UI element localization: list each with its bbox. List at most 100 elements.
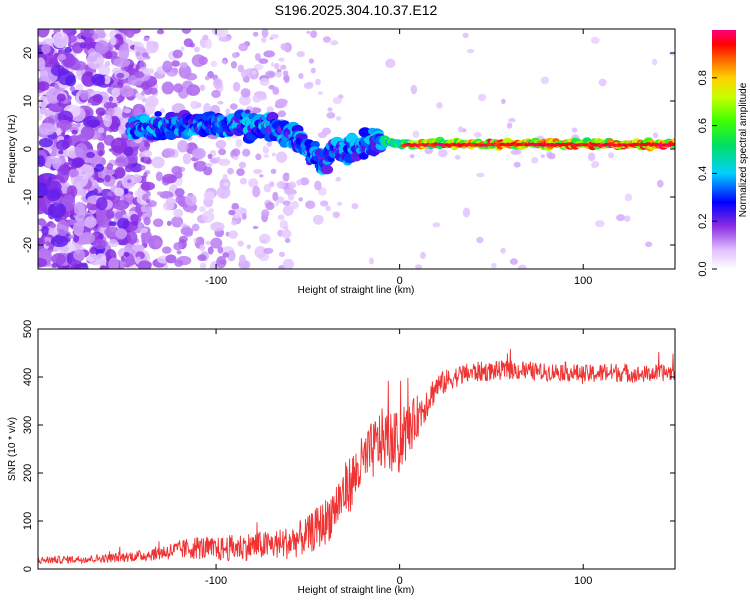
spectrogram-noise-cell	[99, 265, 108, 269]
spectrogram-noise-cell	[231, 202, 240, 211]
spectrogram-noise-cell	[238, 43, 248, 52]
snr-y-tick-label: 100	[22, 512, 34, 530]
spectrogram-ridge-cell	[299, 133, 308, 141]
spectrogram-noise-cell	[161, 246, 172, 254]
spectrogram-noise-cell	[193, 162, 198, 168]
spectrogram-noise-cell	[281, 229, 292, 239]
spectrogram-noise-cell	[473, 132, 482, 138]
spectrogram-noise-cell	[140, 141, 145, 147]
spectrogram-noise-cell	[213, 78, 223, 89]
spectrogram-noise-cell	[242, 148, 251, 157]
spectrogram-noise-cell	[252, 31, 259, 37]
spectrogram-noise-cell	[144, 100, 156, 115]
spectrogram-noise-cell	[163, 264, 168, 269]
spectrogram-noise-cell	[38, 122, 56, 136]
spectrogram-noise-cell	[270, 33, 279, 39]
snr-y-tick-label: 500	[22, 320, 34, 338]
spectrogram-noise-cell	[103, 114, 112, 128]
spectrogram-noise-cell	[95, 40, 109, 55]
spectrogram-noise-cell	[288, 181, 297, 189]
spectrogram-noise-cell	[258, 58, 269, 64]
snr-y-tick-label: 400	[22, 368, 34, 386]
spectrogram-noise-cell	[254, 53, 261, 61]
spectrogram-noise-cell	[608, 152, 615, 159]
spectrogram-noise-cell	[38, 81, 50, 92]
spectrogram-noise-cell	[410, 84, 418, 95]
spectrogram-noise-cell	[261, 209, 270, 218]
spectrogram-noise-cell	[271, 152, 276, 157]
snr-series-line	[38, 348, 675, 565]
spectrogram-noise-cell	[38, 182, 49, 198]
spectrogram-ridge-cell	[154, 111, 162, 117]
spectrogram-noise-cell	[181, 29, 192, 34]
spectrogram-noise-cell	[303, 82, 314, 89]
spectrogram-noise-cell	[91, 73, 106, 86]
spectrogram-x-label: Height of straight line (km)	[298, 285, 415, 296]
spectrogram-noise-cell	[199, 84, 206, 92]
spectrogram-noise-cell	[218, 158, 231, 166]
spectrogram-noise-cell	[336, 116, 342, 121]
spectrogram-noise-cell	[45, 241, 50, 247]
spectrogram-noise-cell	[106, 162, 114, 171]
spectrogram-noise-cell	[185, 72, 198, 81]
spectrogram-noise-cell	[284, 238, 291, 243]
spectrogram-noise-cell	[191, 147, 206, 160]
spectrogram-noise-cell	[265, 201, 275, 211]
spectrogram-noise-cell	[80, 29, 95, 38]
spectrogram-noise-cell	[299, 177, 310, 186]
spectrogram-noise-cell	[43, 236, 52, 244]
spectrogram-noise-cell	[332, 211, 340, 219]
spectrogram-noise-cell	[109, 239, 118, 244]
spectrogram-noise-cell	[173, 208, 184, 218]
spectrogram-noise-cell	[125, 29, 135, 38]
spectrogram-noise-cell	[94, 163, 104, 172]
snr-x-tick-label: 100	[574, 575, 592, 587]
spectrogram-noise-cell	[86, 151, 95, 159]
spectrogram-noise-cell	[156, 29, 165, 35]
spectrogram-noise-cell	[95, 253, 107, 262]
spectrogram-noise-cell	[252, 225, 259, 230]
spectrogram-noise-cell	[130, 213, 139, 223]
spectrogram-noise-cell	[253, 64, 264, 70]
spectrogram-noise-cell	[115, 228, 128, 239]
spectrogram-noise-cell	[262, 145, 268, 151]
spectrogram-noise-cell	[335, 176, 342, 182]
spectrogram-noise-cell	[51, 253, 66, 266]
spectrogram-noise-cell	[259, 77, 270, 86]
spectrogram-noise-cell	[207, 153, 213, 159]
spectrogram-peak-cell	[670, 142, 675, 146]
spectrogram-noise-cell	[110, 36, 117, 46]
spectrogram-noise-cell	[123, 251, 130, 257]
spectrogram-noise-cell	[274, 62, 280, 70]
spectrogram-noise-cell	[140, 205, 147, 213]
snr-y-tick-label: 200	[22, 464, 34, 482]
spectrogram-noise-cell	[517, 264, 527, 269]
spectrogram-noise-cell	[177, 140, 189, 153]
spectrogram-noise-cell	[176, 250, 182, 255]
spectrogram-noise-cell	[251, 70, 257, 75]
colorbar-tick-label: 0.0	[697, 261, 709, 276]
spectrogram-noise-cell	[591, 162, 597, 169]
spectrogram-noise-cell	[571, 127, 578, 133]
spectrogram-noise-cell	[277, 214, 285, 220]
spectrogram-noise-cell	[282, 205, 294, 216]
spectrogram-noise-cell	[310, 67, 316, 74]
spectrogram-noise-cell	[140, 175, 147, 184]
spectrogram-noise-cell	[103, 75, 111, 85]
spectrogram-noise-cell	[466, 49, 475, 54]
spectrogram-ridge-cell	[358, 152, 369, 160]
spectrogram-noise-cell	[476, 172, 485, 178]
spectrogram-noise-cell	[73, 221, 84, 236]
spectrogram-noise-cell	[278, 57, 285, 62]
spectrogram-noise-cell	[308, 58, 314, 64]
spectrogram-noise-cell	[50, 235, 69, 248]
spectrogram-noise-cell	[140, 156, 145, 163]
colorbar: 0.0 0.2 0.4 0.6 0.8 Normalized spectral ampl…	[697, 30, 749, 277]
spectrogram-noise-cell	[244, 68, 255, 76]
spectrogram-noise-cell	[320, 200, 329, 207]
spectrogram-noise-cell	[56, 127, 62, 136]
spectrogram-noise-cell	[263, 50, 276, 58]
snr-x-label: Height of straight line (km)	[298, 585, 415, 596]
spectrogram-noise-cell	[651, 58, 658, 66]
spectrogram-y-tick-label: 10	[22, 95, 34, 107]
